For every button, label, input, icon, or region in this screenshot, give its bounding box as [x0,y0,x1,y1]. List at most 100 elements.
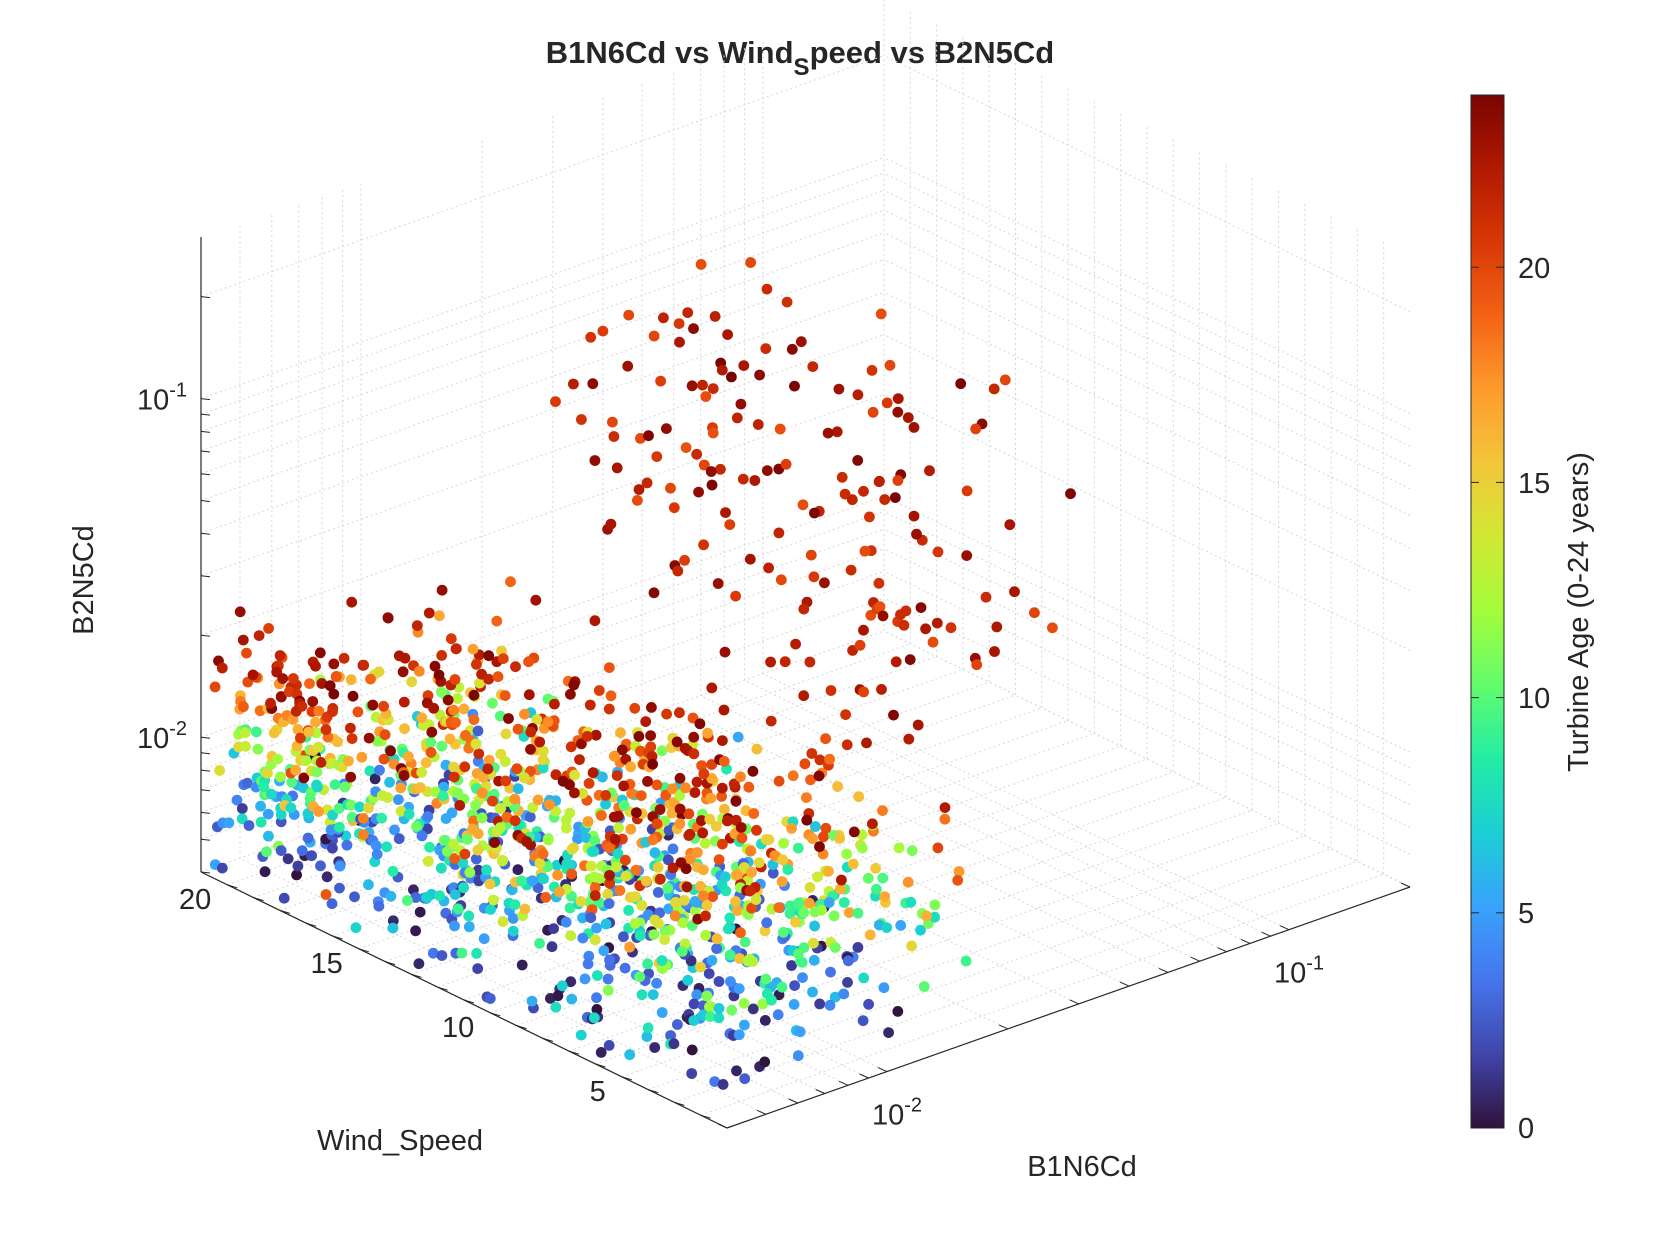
scatter-point [674,818,686,830]
scatter-point [332,736,343,748]
scatter-point [444,733,456,745]
scatter-point [646,702,657,713]
scatter-point [313,741,324,753]
scatter-point [848,826,860,838]
scatter-point [389,824,400,836]
scatter-point [711,943,722,954]
y-tick-mark [358,948,369,953]
scatter-point [286,776,298,788]
y-tick-mark [516,1025,527,1030]
scatter-point [763,834,775,846]
scatter-point [700,910,711,922]
scatter-point [413,665,425,677]
scatter-point [841,848,853,860]
scatter-point [414,906,426,918]
scatter-point [503,713,514,724]
scatter-point [531,714,543,725]
scatter-point [671,736,683,748]
scatter-point [635,790,647,801]
grid-line [516,784,1200,1027]
scatter-point [784,908,796,919]
scatter-point [873,577,885,589]
scatter-point [668,502,680,514]
scatter-point [356,751,368,763]
scatter-point [688,1015,700,1026]
scatter-point [448,838,459,850]
scatter-point [290,764,302,776]
scatter-point [509,793,521,805]
scatter-point [719,803,730,815]
scatter-point [724,519,736,530]
scatter-point [306,850,317,862]
scatter-point [808,937,819,949]
scatter-point [478,933,490,945]
scatter-point [726,371,737,383]
scatter-point [778,926,789,938]
scatter-point [439,835,451,846]
scatter-point [397,666,409,678]
y-tick-label: 15 [311,948,343,980]
scatter-point [349,891,360,903]
scatter-point [275,691,287,702]
scatter-point [697,890,709,902]
scatter-point [524,811,536,823]
scatter-point [591,922,602,934]
scatter-point [354,801,366,813]
grid-line [569,809,1253,1052]
scatter-point [370,840,382,852]
scatter-point [483,650,495,662]
scatter-point [422,811,434,822]
scatter-point [846,494,858,506]
scatter-point [893,842,905,854]
scatter-point [874,601,886,613]
scatter-point [393,650,405,662]
z-tick-mark [200,838,211,841]
scatter-point [363,732,375,744]
scatter-point [856,842,868,854]
grid-line [883,172,1411,430]
scatter-point [730,590,741,602]
z-tick-mark [200,752,211,755]
scatter-point [1029,607,1040,619]
scatter-point [782,864,794,875]
scatter-point [759,1015,771,1026]
scatter-point [303,726,315,738]
scatter-point [789,980,800,991]
scatter-point [667,843,679,855]
scatter-point [626,788,637,799]
scatter-point [604,877,616,889]
scatter-point [760,973,772,985]
scatter-point [320,724,332,736]
scatter-point [274,650,286,661]
scatter-point [674,336,685,348]
scatter-point [731,412,743,424]
scatter-point [680,782,691,794]
scatter-point [603,1040,615,1051]
scatter-point [358,659,370,671]
scatter-point [582,958,594,970]
scatter-point [681,881,693,893]
scatter-point [739,1073,751,1085]
scatter-point [537,848,549,860]
z-tick-mark [200,430,211,433]
scatter-point [683,808,695,820]
scatter-point [548,923,559,934]
scatter-point [735,398,747,410]
scatter-point [553,886,565,898]
z-tick-mark [200,769,211,772]
scatter-point [845,564,857,576]
scatter-point [809,920,820,932]
scatter-point [472,725,484,737]
scatter-point [788,999,800,1010]
scatter-point [737,473,749,485]
scatter-point [647,758,658,770]
z-tick-mark [200,450,211,453]
scatter-point [292,724,304,735]
scatter-point [414,782,426,793]
scatter-point [611,770,623,781]
scatter-point [679,554,690,566]
scatter-point [656,955,668,966]
scatter-point [252,743,264,755]
scatter-point [587,378,599,390]
scatter-point [668,1038,680,1050]
